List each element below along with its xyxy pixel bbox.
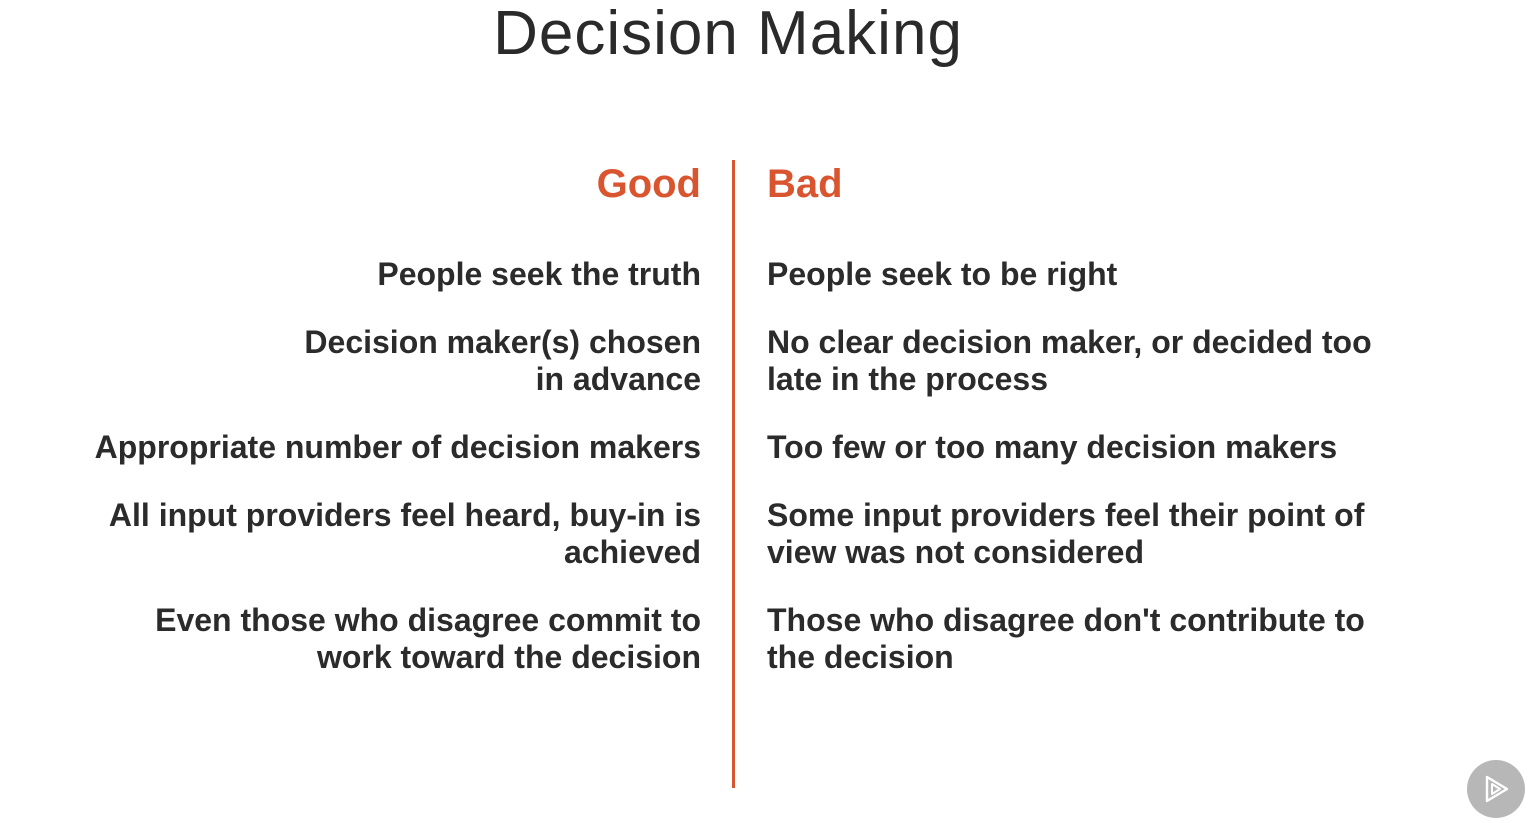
bad-item-line: Too few or too many decision makers xyxy=(767,429,1338,465)
bad-item: Too few or too many decision makers xyxy=(767,429,1527,497)
bad-item: People seek to be right xyxy=(767,256,1527,324)
play-logo-glyph xyxy=(1485,775,1509,803)
good-item-line: Decision maker(s) chosen xyxy=(304,324,701,360)
good-item: Appropriate number of decision makers xyxy=(1,429,701,497)
column-divider xyxy=(732,160,735,788)
good-header: Good xyxy=(596,162,701,206)
good-column: Good People seek the truth Decision make… xyxy=(1,160,701,682)
bad-column: Bad People seek to be right No clear dec… xyxy=(767,160,1527,682)
good-item-line: People seek the truth xyxy=(377,256,701,292)
bad-item-line: Some input providers feel their point of xyxy=(767,497,1365,533)
bad-item-line: Those who disagree don't contribute to xyxy=(767,602,1365,638)
bad-header: Bad xyxy=(767,162,843,206)
good-item: Decision maker(s) chosen in advance xyxy=(1,324,701,429)
bad-item: Those who disagree don't contribute to t… xyxy=(767,602,1527,682)
play-logo-icon xyxy=(1467,760,1525,818)
good-item: People seek the truth xyxy=(1,256,701,324)
bad-item-line: late in the process xyxy=(767,361,1048,397)
bad-item: Some input providers feel their point of… xyxy=(767,497,1527,602)
bad-item-line: view was not considered xyxy=(767,534,1144,570)
good-item: All input providers feel heard, buy-in i… xyxy=(1,497,701,602)
good-item-line: All input providers feel heard, buy-in i… xyxy=(108,497,701,533)
slide-title: Decision Making xyxy=(493,0,963,68)
good-item-line: Even those who disagree commit to xyxy=(155,602,701,638)
bad-item-line: the decision xyxy=(767,639,954,675)
good-item: Even those who disagree commit to work t… xyxy=(1,602,701,682)
good-item-line: achieved xyxy=(564,534,701,570)
bad-item-line: No clear decision maker, or decided too xyxy=(767,324,1372,360)
good-item-line: Appropriate number of decision makers xyxy=(94,429,701,465)
good-item-line: in advance xyxy=(535,361,701,397)
good-item-line: work toward the decision xyxy=(316,639,701,675)
bad-item-line: People seek to be right xyxy=(767,256,1118,292)
bad-item: No clear decision maker, or decided too … xyxy=(767,324,1527,429)
